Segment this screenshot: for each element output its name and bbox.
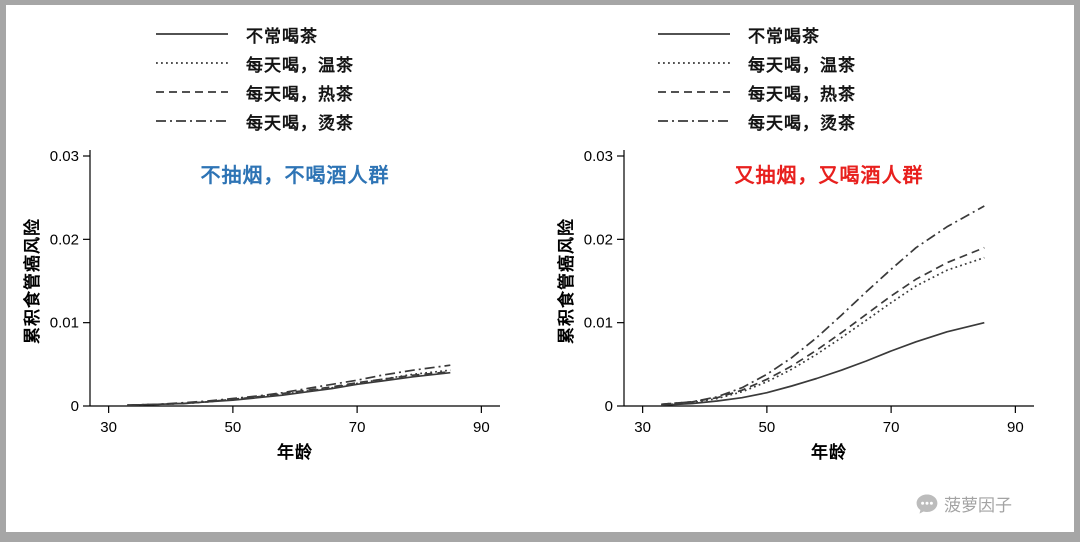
x-tick-label: 70 bbox=[883, 419, 900, 436]
x-tick-label: 30 bbox=[100, 419, 117, 436]
y-tick-label: 0.02 bbox=[50, 231, 79, 248]
legend-label: 不常喝茶 bbox=[748, 26, 820, 46]
y-tick-label: 0 bbox=[605, 398, 613, 415]
x-tick-label: 50 bbox=[225, 419, 242, 436]
legend-item: 不常喝茶 bbox=[154, 25, 540, 46]
watermark-text: 菠萝因子 bbox=[944, 496, 1012, 515]
legend: 不常喝茶每天喝，温茶 每天喝，热茶 每天喝，烫茶 bbox=[656, 25, 1074, 133]
legend-label: 每天喝，烫茶 bbox=[748, 113, 856, 133]
chart-panel-smoker-drinker: 不常喝茶每天喝，温茶 每天喝，热茶 每天喝，烫茶 0 0.01 0.02 0.03 30 50… bbox=[540, 5, 1074, 466]
series-line-solid bbox=[127, 371, 451, 407]
chat-bubble-icon bbox=[916, 494, 938, 514]
x-axis-label: 年龄 bbox=[811, 442, 847, 462]
charts-container: 不常喝茶 每天喝，温茶 每天喝，热茶 每天喝，烫茶 0 0.01 0.02 0.03 30 50… bbox=[6, 5, 1074, 466]
series-line-dotted bbox=[127, 369, 451, 407]
solid-line-sample-icon bbox=[658, 33, 730, 35]
dashdot-line-sample-icon bbox=[156, 120, 228, 122]
legend-item: 不常喝茶 bbox=[656, 25, 1074, 46]
y-axis-label: 累积食管癌风险 bbox=[556, 218, 576, 344]
legend-item: 每天喝，烫茶 bbox=[154, 112, 540, 133]
x-tick-label: 70 bbox=[349, 419, 366, 436]
watermark: 菠萝因子 bbox=[915, 491, 1012, 516]
dashed-line-sample-icon bbox=[658, 91, 730, 93]
y-tick-label: 0.03 bbox=[50, 148, 79, 165]
dashdot-line-sample-icon bbox=[658, 120, 730, 122]
series-line-dashed bbox=[661, 246, 985, 406]
line-chart-nonsmoker: 0 0.01 0.02 0.03 30 50 70 90 年龄 累积食管癌风险 不抽烟，不喝酒人群 bbox=[22, 148, 500, 462]
line-chart-smoker-drinker: 0 0.01 0.02 0.03 30 50 70 90 年龄 累积食管癌风险 又抽烟，又喝酒人群 bbox=[556, 148, 1034, 462]
legend: 不常喝茶每天喝，温茶 每天喝，热茶 每天喝，烫茶 bbox=[154, 25, 540, 133]
legend-label: 每天喝，烫茶 bbox=[246, 113, 354, 133]
legend-item: 每天喝，热茶 bbox=[656, 83, 1074, 104]
legend-label: 每天喝，热茶 bbox=[748, 84, 856, 104]
x-tick-label: 90 bbox=[473, 419, 490, 436]
y-tick-label: 0.01 bbox=[584, 315, 613, 332]
y-tick-label: 0.01 bbox=[50, 315, 79, 332]
dotted-line-sample-icon bbox=[156, 62, 228, 64]
legend-label: 不常喝茶 bbox=[246, 26, 318, 46]
chart-title: 又抽烟，又喝酒人群 bbox=[735, 163, 924, 187]
y-tick-label: 0.02 bbox=[584, 231, 613, 248]
y-tick-label: 0 bbox=[71, 398, 79, 415]
series-line-dashdot bbox=[661, 205, 985, 406]
chart-title: 不抽烟，不喝酒人群 bbox=[201, 163, 390, 187]
x-axis-label: 年龄 bbox=[277, 442, 313, 462]
legend-item: 每天喝，温茶 bbox=[154, 54, 540, 75]
series-line-solid bbox=[661, 321, 985, 407]
series-line-dashdot bbox=[127, 364, 451, 407]
legend-item: 每天喝，热茶 bbox=[154, 83, 540, 104]
legend-item: 每天喝，烫茶 bbox=[656, 112, 1074, 133]
x-tick-label: 50 bbox=[759, 419, 776, 436]
chart-panel-nonsmoker: 不常喝茶每天喝，温茶 每天喝，热茶 每天喝，烫茶 0 0.01 0.02 0.03 30 50… bbox=[6, 5, 540, 466]
legend-label: 每天喝，热茶 bbox=[246, 84, 354, 104]
y-axis-label: 累积食管癌风险 bbox=[22, 218, 42, 344]
x-tick-label: 90 bbox=[1007, 419, 1024, 436]
legend-label: 每天喝，温茶 bbox=[246, 55, 354, 75]
series-line-dashed bbox=[127, 370, 451, 407]
legend-item: 每天喝，温茶 bbox=[656, 54, 1074, 75]
x-tick-label: 30 bbox=[634, 419, 651, 436]
y-tick-label: 0.03 bbox=[584, 148, 613, 165]
dotted-line-sample-icon bbox=[658, 62, 730, 64]
solid-line-sample-icon bbox=[156, 33, 228, 35]
dashed-line-sample-icon bbox=[156, 91, 228, 93]
legend-label: 每天喝，温茶 bbox=[748, 55, 856, 75]
